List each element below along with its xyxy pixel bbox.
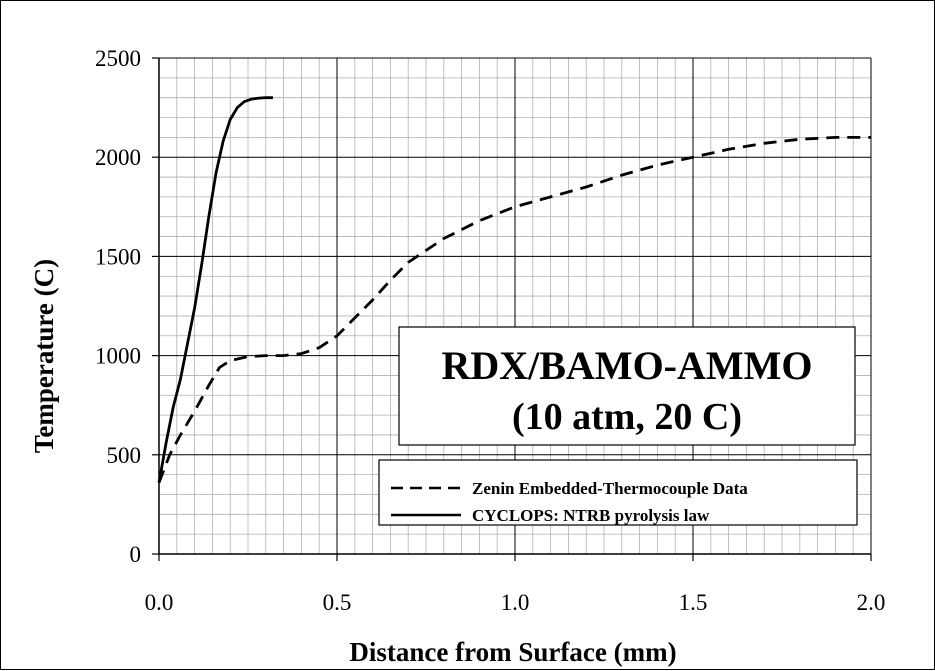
tick-labels: 0.0 0.5 1.0 1.5 2.0 0 500 1000 1500 2000 2500 bbox=[95, 46, 885, 615]
x-tick-label: 1.5 bbox=[679, 590, 708, 615]
series-line-cyclops bbox=[157, 96, 273, 483]
x-tick-label: 0.0 bbox=[145, 590, 174, 615]
legend-label-zenin: Zenin Embedded-Thermocouple Data bbox=[472, 479, 748, 498]
y-tick-label: 2500 bbox=[95, 46, 141, 71]
x-axis-title: Distance from Surface (mm) bbox=[349, 637, 676, 667]
x-tick-label: 0.5 bbox=[323, 590, 352, 615]
annotation-box: RDX/BAMO-AMMO (10 atm, 20 C) bbox=[398, 326, 856, 446]
series-line-zenin bbox=[157, 136, 871, 484]
annotation-line1: RDX/BAMO-AMMO bbox=[441, 343, 812, 388]
y-tick-label: 0 bbox=[130, 542, 142, 567]
legend: Zenin Embedded-Thermocouple Data CYCLOPS… bbox=[378, 459, 858, 526]
x-tick-label: 1.0 bbox=[501, 590, 530, 615]
y-tick-label: 2000 bbox=[95, 145, 141, 170]
axes bbox=[152, 57, 872, 561]
annotation-line2: (10 atm, 20 C) bbox=[512, 396, 742, 438]
y-axis-title: Temperature (C) bbox=[29, 259, 59, 453]
y-tick-label: 500 bbox=[107, 443, 142, 468]
series-layer bbox=[157, 96, 871, 484]
y-tick-label: 1500 bbox=[95, 244, 141, 269]
x-tick-label: 2.0 bbox=[857, 590, 886, 615]
y-tick-label: 1000 bbox=[95, 344, 141, 369]
legend-label-cyclops: CYCLOPS: NTRB pyrolysis law bbox=[472, 506, 710, 525]
